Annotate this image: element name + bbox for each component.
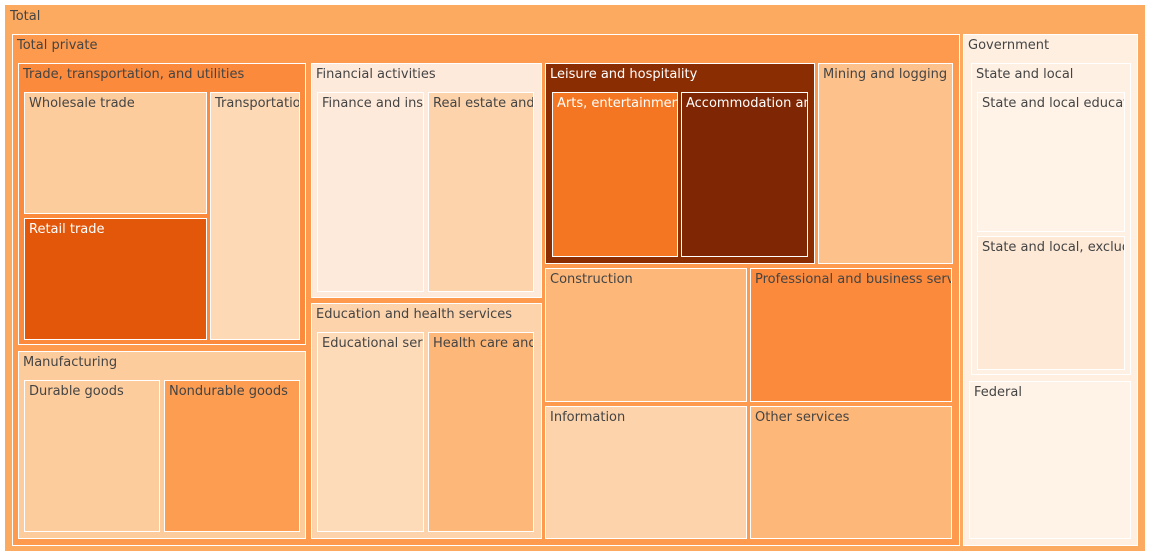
treemap-tile-label: Trade, transportation, and utilities — [23, 67, 245, 82]
treemap-tile-label: Federal — [974, 385, 1022, 400]
treemap-tile-label: Retail trade — [29, 222, 105, 237]
treemap-tile-label: Construction — [550, 272, 633, 287]
treemap-tile-label: Health care and social assistance — [433, 336, 533, 351]
treemap-tile-label: State and local education — [982, 96, 1124, 111]
treemap-tile-label: Mining and logging — [823, 67, 948, 82]
treemap-tile-transportation-and-warehousing[interactable]: Transportation and warehousing — [210, 92, 300, 340]
treemap-tile-information[interactable]: Information — [545, 406, 747, 539]
treemap-tile-health-care-and-social-assistance[interactable]: Health care and social assistance — [428, 332, 534, 532]
treemap-tile-label: Arts, entertainment, and recreation — [557, 96, 677, 111]
treemap-tile-other-services[interactable]: Other services — [750, 406, 952, 539]
treemap-tile-label: Wholesale trade — [29, 96, 135, 111]
treemap-tile-educational-services[interactable]: Educational services — [317, 332, 424, 532]
treemap-tile-label: Government — [968, 38, 1050, 53]
treemap-tile-label: Professional and business services — [755, 272, 952, 287]
treemap-tile-real-estate-and-rental-and-leasing[interactable]: Real estate and rental and leasing — [428, 92, 534, 292]
treemap-tile-label: Durable goods — [29, 384, 124, 399]
treemap-tile-label: Financial activities — [316, 67, 436, 82]
treemap-tile-label: Transportation and warehousing — [215, 96, 300, 111]
treemap-tile-label: Total — [10, 9, 41, 24]
treemap-tile-label: Finance and insurance — [322, 96, 424, 111]
treemap-tile-mining-and-logging[interactable]: Mining and logging — [818, 63, 953, 264]
treemap-tile-wholesale-trade[interactable]: Wholesale trade — [24, 92, 207, 214]
treemap-tile-label: Information — [550, 410, 626, 425]
treemap-tile-label: State and local, excluding education — [982, 240, 1124, 255]
treemap-tile-state-and-local-education[interactable]: State and local education — [977, 92, 1125, 232]
treemap-tile-federal[interactable]: Federal — [969, 381, 1131, 539]
treemap-tile-label: Nondurable goods — [169, 384, 288, 399]
treemap-tile-label: State and local — [976, 67, 1074, 82]
treemap-tile-state-and-local-excluding-education[interactable]: State and local, excluding education — [977, 236, 1125, 370]
treemap-tile-label: Education and health services — [316, 307, 513, 322]
treemap-tile-durable-goods[interactable]: Durable goods — [24, 380, 160, 532]
treemap-tile-label: Manufacturing — [23, 355, 118, 370]
treemap-tile-label: Leisure and hospitality — [550, 67, 698, 82]
treemap-tile-nondurable-goods[interactable]: Nondurable goods — [164, 380, 300, 532]
treemap-tile-finance-and-insurance[interactable]: Finance and insurance — [317, 92, 424, 292]
treemap-tile-construction[interactable]: Construction — [545, 268, 747, 402]
treemap-tile-arts-entertainment-and-recreation[interactable]: Arts, entertainment, and recreation — [552, 92, 678, 257]
treemap-tile-label: Other services — [755, 410, 850, 425]
treemap-tile-label: Total private — [17, 38, 98, 53]
treemap-tile-label: Educational services — [322, 336, 423, 351]
treemap-tile-label: Real estate and rental and leasing — [433, 96, 534, 111]
treemap-tile-accommodation-and-food-services[interactable]: Accommodation and food services — [681, 92, 808, 257]
treemap-tile-retail-trade[interactable]: Retail trade — [24, 218, 207, 340]
treemap-tile-professional-and-business-services[interactable]: Professional and business services — [750, 268, 952, 402]
treemap-tile-label: Accommodation and food services — [686, 96, 807, 111]
